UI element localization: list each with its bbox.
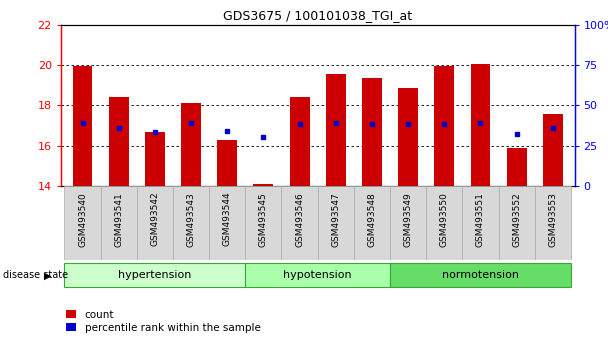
Text: GSM493548: GSM493548 — [367, 192, 376, 246]
FancyBboxPatch shape — [390, 263, 571, 287]
Text: hypotension: hypotension — [283, 270, 352, 280]
Text: GSM493541: GSM493541 — [114, 192, 123, 246]
Bar — [506, 148, 527, 186]
FancyBboxPatch shape — [209, 186, 245, 260]
Text: normotension: normotension — [442, 270, 519, 280]
Text: GSM493543: GSM493543 — [187, 192, 196, 246]
Bar — [398, 88, 418, 186]
Text: GSM493550: GSM493550 — [440, 192, 449, 247]
Text: GSM493549: GSM493549 — [404, 192, 413, 246]
Text: ▶: ▶ — [44, 270, 52, 280]
Text: GSM493542: GSM493542 — [150, 192, 159, 246]
FancyBboxPatch shape — [463, 186, 499, 260]
FancyBboxPatch shape — [137, 186, 173, 260]
Text: GSM493553: GSM493553 — [548, 192, 558, 247]
Bar — [471, 64, 491, 186]
Bar — [72, 66, 92, 186]
Bar — [362, 78, 382, 186]
Bar — [145, 132, 165, 186]
FancyBboxPatch shape — [535, 186, 571, 260]
FancyBboxPatch shape — [245, 186, 282, 260]
Text: GSM493546: GSM493546 — [295, 192, 304, 246]
Text: GSM493544: GSM493544 — [223, 192, 232, 246]
Legend: count, percentile rank within the sample: count, percentile rank within the sample — [66, 310, 261, 333]
Text: GSM493545: GSM493545 — [259, 192, 268, 246]
Text: disease state: disease state — [3, 270, 68, 280]
Text: hypertension: hypertension — [118, 270, 192, 280]
Text: GSM493551: GSM493551 — [476, 192, 485, 247]
Bar — [289, 97, 309, 186]
FancyBboxPatch shape — [64, 186, 100, 260]
FancyBboxPatch shape — [354, 186, 390, 260]
FancyBboxPatch shape — [173, 186, 209, 260]
Bar — [254, 184, 274, 186]
Title: GDS3675 / 100101038_TGI_at: GDS3675 / 100101038_TGI_at — [223, 9, 412, 22]
Bar — [434, 66, 454, 186]
FancyBboxPatch shape — [282, 186, 317, 260]
FancyBboxPatch shape — [100, 186, 137, 260]
Bar — [181, 103, 201, 186]
Bar — [109, 97, 129, 186]
FancyBboxPatch shape — [390, 186, 426, 260]
FancyBboxPatch shape — [426, 186, 463, 260]
FancyBboxPatch shape — [317, 186, 354, 260]
Bar — [217, 139, 237, 186]
Text: GSM493552: GSM493552 — [512, 192, 521, 246]
Text: GSM493540: GSM493540 — [78, 192, 87, 246]
Bar — [543, 114, 563, 186]
Text: GSM493547: GSM493547 — [331, 192, 340, 246]
Bar — [326, 74, 346, 186]
FancyBboxPatch shape — [64, 263, 245, 287]
FancyBboxPatch shape — [499, 186, 535, 260]
FancyBboxPatch shape — [245, 263, 390, 287]
